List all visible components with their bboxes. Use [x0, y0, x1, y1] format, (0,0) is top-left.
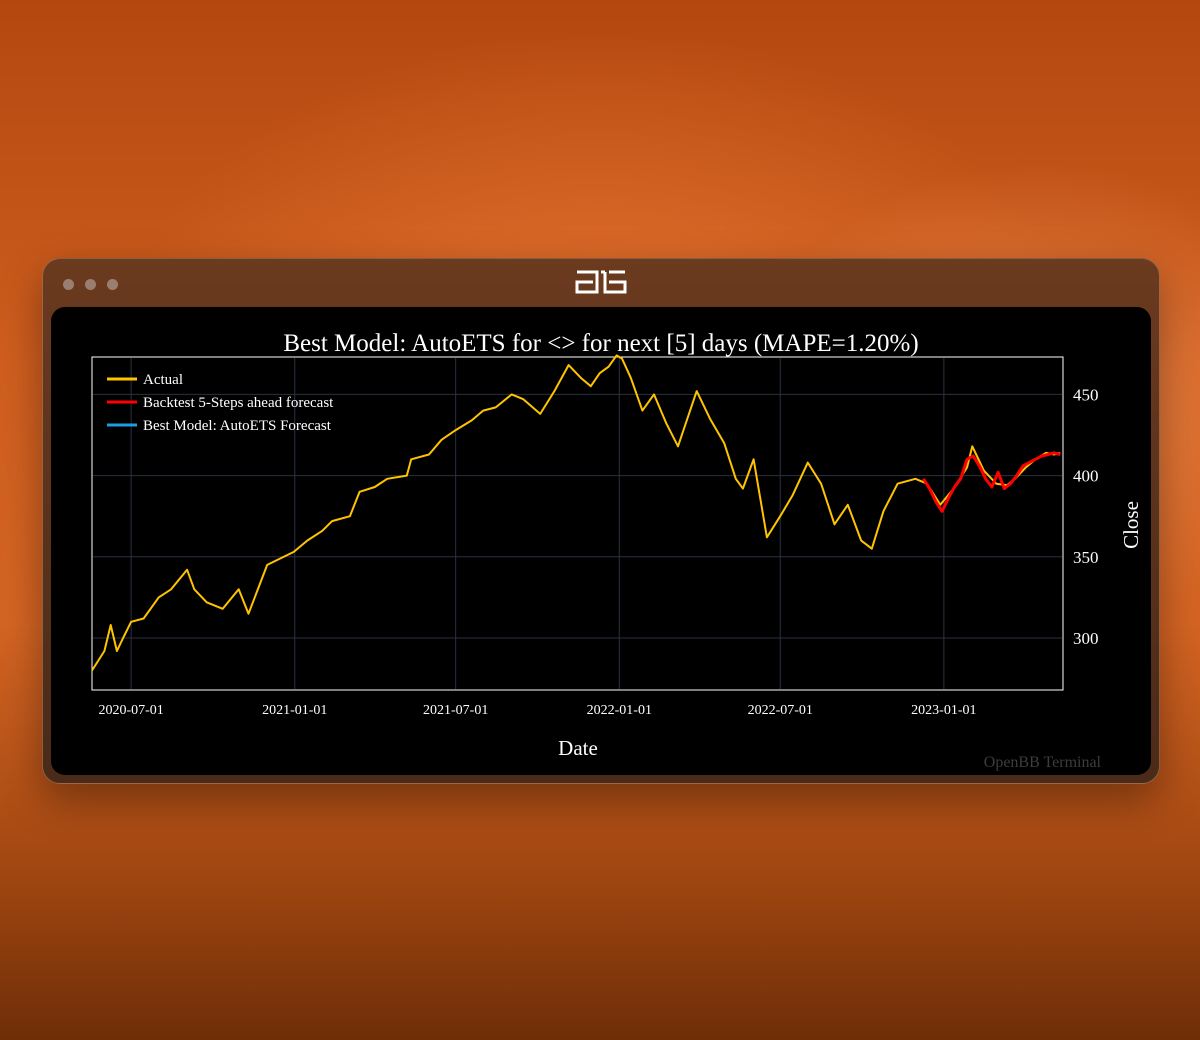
legend-item: Best Model: AutoETS Forecast — [143, 418, 332, 434]
x-tick-label: 2021-01-01 — [262, 703, 327, 718]
chart-panel: Best Model: AutoETS for <> for next [5] … — [51, 307, 1151, 775]
maximize-dot[interactable] — [107, 279, 118, 290]
y-tick-label: 350 — [1073, 548, 1099, 567]
y-tick-label: 400 — [1073, 467, 1099, 486]
legend-item: Backtest 5-Steps ahead forecast — [143, 395, 334, 411]
x-tick-label: 2021-07-01 — [423, 703, 488, 718]
watermark: OpenBB Terminal — [984, 754, 1102, 771]
x-axis-label: Date — [558, 736, 598, 760]
legend: Actual Backtest 5-Steps ahead forecast Bes… — [107, 372, 334, 434]
y-tick-label: 300 — [1073, 629, 1099, 648]
x-tick-label: 2022-01-01 — [587, 703, 652, 718]
minimize-dot[interactable] — [85, 279, 96, 290]
y-tick-labels: 300 350 400 450 — [1073, 385, 1099, 648]
legend-item: Actual — [143, 372, 183, 388]
y-tick-label: 450 — [1073, 385, 1099, 404]
chart: Best Model: AutoETS for <> for next [5] … — [91, 330, 1143, 771]
plot-area — [91, 356, 1064, 691]
series-line-backtest-5-steps-ahead-forecast — [922, 451, 1061, 513]
x-tick-label: 2023-01-01 — [911, 703, 976, 718]
x-tick-labels: 2020-07-01 2021-01-01 2021-07-01 2022-01-01… — [98, 703, 976, 718]
chart-title: Best Model: AutoETS for <> for next [5] … — [283, 330, 918, 357]
series-lines — [91, 354, 1061, 672]
grid — [93, 358, 1062, 689]
app-window: Best Model: AutoETS for <> for next [5] … — [42, 258, 1160, 784]
openbb-logo-icon — [575, 270, 627, 294]
y-axis-label: Close — [1119, 501, 1143, 549]
x-tick-label: 2022-07-01 — [748, 703, 813, 718]
close-dot[interactable] — [63, 279, 74, 290]
x-tick-label: 2020-07-01 — [98, 703, 163, 718]
